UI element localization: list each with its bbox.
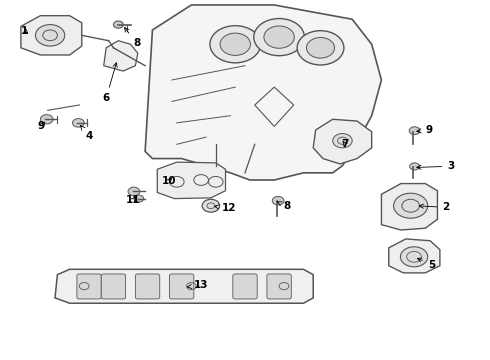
Polygon shape [145, 5, 381, 180]
Circle shape [73, 118, 84, 127]
Text: 5: 5 [417, 258, 435, 270]
Circle shape [254, 18, 304, 56]
Circle shape [210, 26, 261, 63]
Circle shape [410, 163, 419, 170]
Text: 8: 8 [277, 201, 290, 211]
Text: 11: 11 [125, 195, 140, 205]
Circle shape [202, 199, 220, 212]
Text: 4: 4 [81, 126, 93, 141]
Text: 9: 9 [38, 121, 45, 131]
Circle shape [220, 33, 250, 55]
Polygon shape [157, 162, 225, 199]
Polygon shape [104, 41, 138, 71]
Text: 10: 10 [162, 176, 177, 185]
Polygon shape [55, 269, 313, 303]
Text: 13: 13 [188, 280, 208, 290]
Circle shape [264, 26, 294, 48]
Polygon shape [21, 16, 82, 55]
Circle shape [393, 193, 428, 218]
Circle shape [333, 134, 352, 148]
Circle shape [114, 21, 123, 28]
FancyBboxPatch shape [101, 274, 125, 299]
Polygon shape [381, 184, 438, 230]
Text: 2: 2 [419, 202, 450, 212]
FancyBboxPatch shape [135, 274, 160, 299]
Circle shape [297, 31, 344, 65]
FancyBboxPatch shape [170, 274, 194, 299]
Circle shape [134, 195, 144, 202]
FancyBboxPatch shape [267, 274, 291, 299]
Text: 6: 6 [103, 63, 117, 103]
Text: 9: 9 [417, 125, 432, 135]
Circle shape [272, 197, 284, 205]
Circle shape [306, 37, 335, 58]
Text: 3: 3 [417, 161, 454, 171]
Circle shape [409, 127, 420, 135]
FancyBboxPatch shape [233, 274, 257, 299]
Circle shape [128, 187, 140, 196]
Circle shape [400, 247, 428, 267]
Polygon shape [389, 239, 440, 273]
Text: 12: 12 [215, 203, 236, 213]
FancyBboxPatch shape [77, 274, 101, 299]
Circle shape [40, 114, 53, 124]
Circle shape [35, 24, 65, 46]
Text: 8: 8 [124, 27, 140, 48]
Polygon shape [313, 119, 372, 164]
Text: 7: 7 [342, 139, 349, 149]
Text: 1: 1 [21, 26, 28, 36]
